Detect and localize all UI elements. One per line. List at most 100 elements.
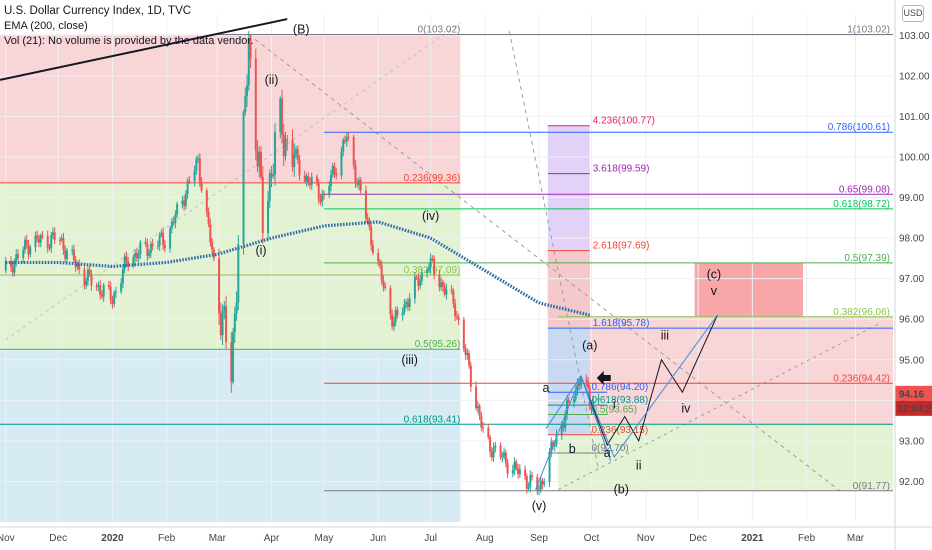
ema-indicator-label[interactable]: EMA (200, close) [4,20,88,32]
candle-body [382,280,385,287]
fib-label: 3.618(99.59) [593,164,650,175]
candle-body [431,258,434,260]
candle-body [427,267,430,270]
candle-body [58,239,61,241]
candle-body [315,176,318,184]
candle-body [464,349,467,356]
candle-body [445,289,448,295]
candle-body [23,239,26,250]
candle-body [588,387,591,405]
candle-body [249,38,252,59]
ema-200-line[interactable] [5,220,591,317]
candle-body [235,302,238,314]
price-tick-97.00: 97.00 [899,274,924,285]
candle-body [538,489,541,491]
candle-body [120,283,123,292]
candle-body [218,258,221,314]
candle-body [457,317,460,320]
candle-body [53,232,56,240]
candle-body [25,239,28,245]
candle-body [356,183,359,185]
time-tick-nov: Nov [0,533,15,544]
candle-body [247,38,250,86]
time-tick-jul: Jul [424,533,437,544]
trendline-black[interactable] [0,18,288,81]
time-tick-dec: Dec [689,533,707,544]
candle-body [244,95,247,113]
candle-body [95,285,98,287]
candle-body [237,244,240,303]
candle-body [303,175,306,182]
fib-label: 0(91.77) [853,481,890,492]
candle-body [403,303,406,313]
candle-body [550,441,553,454]
candle-body [378,261,381,265]
candle-body [211,242,214,250]
candle-body [511,469,514,474]
price-tick-98.00: 98.00 [899,234,924,245]
candle-body [37,238,40,243]
candle-body [160,232,163,236]
target-box[interactable] [694,262,804,317]
candle-body [15,254,18,262]
candle-body [4,261,7,271]
abc-wave-path[interactable] [535,314,718,490]
time-tick-feb: Feb [798,533,816,544]
fib-label: 0.236(99.36) [404,173,461,184]
candle-body [366,218,369,221]
candle-body [197,158,200,160]
candle-body [46,235,49,248]
candle-body [232,332,235,382]
candle-body [109,286,112,300]
candle-body [308,182,311,185]
candle-body [541,480,544,485]
candle-body [291,139,294,168]
fib-label: 0.382(96.06) [833,307,890,318]
candle-body [83,269,86,286]
volume-indicator-label[interactable]: Vol (21): No volume is provided by the d… [4,35,254,47]
candle-body [99,285,102,295]
candle-body [114,291,117,293]
candle-body [440,282,443,288]
candle-body [34,235,37,248]
candle-body [181,200,184,204]
candle-body [578,383,581,386]
candle-body [396,309,399,316]
candle-body [489,437,492,452]
candle-body [209,223,212,243]
candle-body [60,238,63,240]
candle-body [186,180,189,194]
candle-body [146,243,149,256]
candle-body [100,294,103,297]
projected-wave-path[interactable] [580,314,718,447]
candle-body [156,245,159,247]
candle-body [242,112,245,245]
candle-body [85,280,88,286]
candle-body [207,211,210,224]
candle-body [553,444,556,447]
candle-body [567,399,570,403]
support-guide-dashed [558,322,881,490]
candle-body [293,153,296,168]
fib-label: 0.236(94.42) [833,373,890,384]
sub-wave-path [545,374,612,462]
symbol-title[interactable]: U.S. Dollar Currency Index, 1D, TVC [4,5,192,17]
candle-body [389,288,392,315]
time-tick-mar: Mar [847,533,865,544]
candle-body [246,85,249,96]
candle-body [413,276,416,299]
time-tick-dec: Dec [49,533,67,544]
candle-body [529,475,532,488]
currency-badge[interactable]: USD [902,5,924,22]
fib-label: 0.382(97.09) [404,265,461,276]
candle-body [392,321,395,327]
wave-label-i-roman: i [613,397,616,411]
candle-body [354,164,357,184]
candle-body [475,386,478,409]
candle-body [184,193,187,207]
candle-body [499,445,502,458]
candle-body [492,447,495,458]
candle-body [225,306,228,343]
